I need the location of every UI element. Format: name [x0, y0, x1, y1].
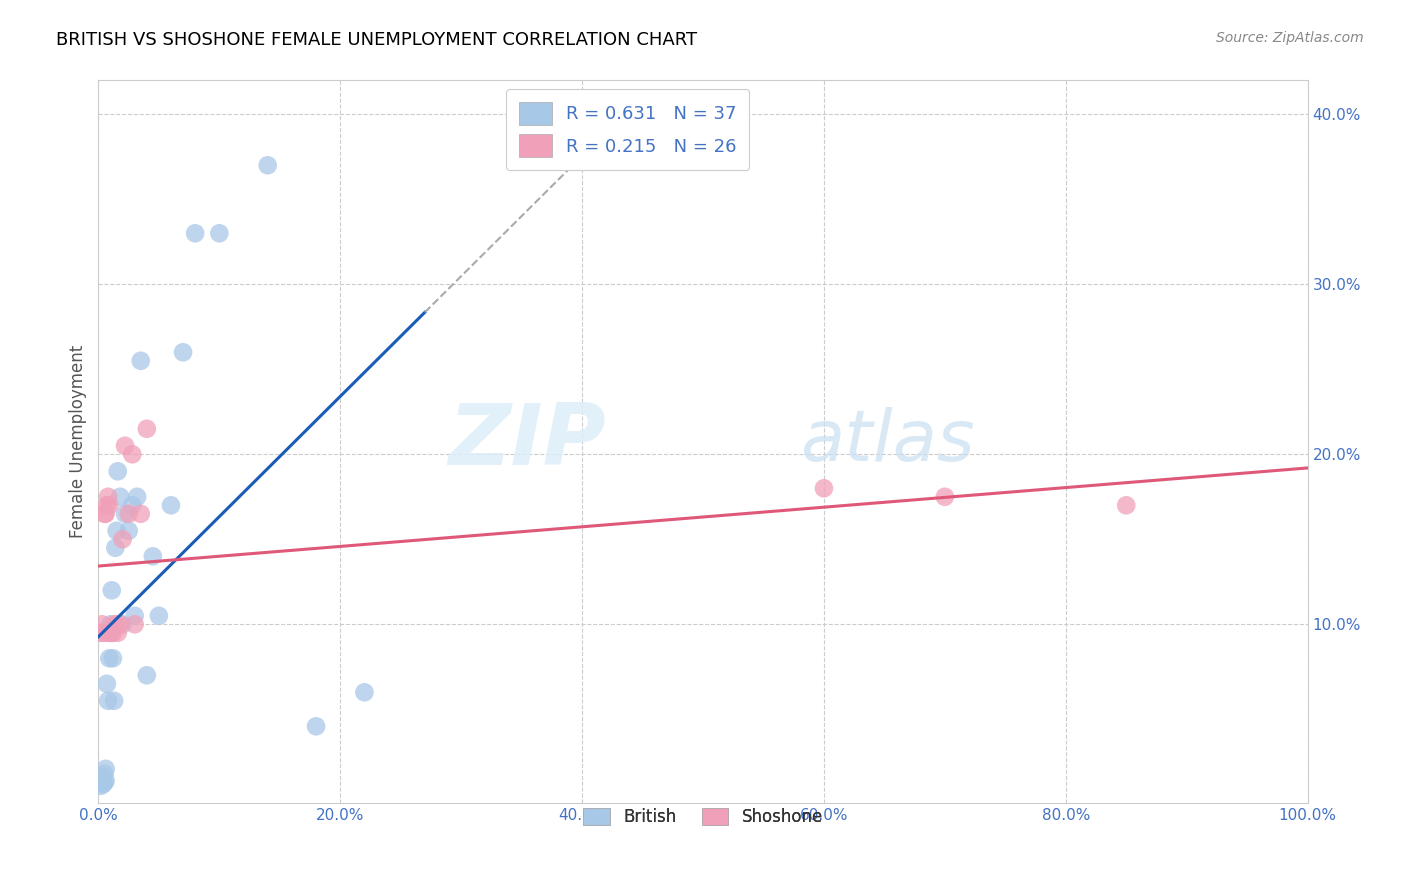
Point [94, 773, 117, 788]
Point [98, 651, 121, 665]
Point [97, 490, 120, 504]
Point [124, 617, 146, 632]
Point [103, 694, 125, 708]
Legend: British, Shoshone: British, Shoshone [575, 799, 831, 834]
Point [114, 439, 136, 453]
Point [100, 617, 122, 632]
Point [91, 770, 114, 784]
Point [135, 422, 157, 436]
Y-axis label: Female Unemployment: Female Unemployment [69, 345, 87, 538]
Text: BRITISH VS SHOSHONE FEMALE UNEMPLOYMENT CORRELATION CHART: BRITISH VS SHOSHONE FEMALE UNEMPLOYMENT … [56, 31, 697, 49]
Point [934, 490, 956, 504]
Point [108, 490, 131, 504]
Point [101, 651, 124, 665]
Point [94, 507, 117, 521]
Point [142, 549, 165, 564]
Point [118, 524, 141, 538]
Point [91, 773, 114, 788]
Point [114, 507, 136, 521]
Point [91, 777, 114, 791]
Point [129, 507, 152, 521]
Point [100, 625, 122, 640]
Text: ZIP: ZIP [449, 400, 606, 483]
Point [103, 617, 125, 632]
Point [118, 507, 141, 521]
Point [98, 625, 121, 640]
Point [91, 617, 114, 632]
Point [105, 524, 128, 538]
Point [127, 490, 149, 504]
Point [96, 677, 118, 691]
Point [121, 447, 143, 461]
Text: Source: ZipAtlas.com: Source: ZipAtlas.com [1216, 31, 1364, 45]
Point [93, 767, 115, 781]
Point [107, 625, 129, 640]
Point [105, 617, 128, 632]
Point [208, 227, 231, 241]
Point [97, 694, 120, 708]
Point [101, 625, 124, 640]
Point [90, 625, 112, 640]
Point [184, 227, 207, 241]
Point [256, 158, 278, 172]
Point [124, 608, 146, 623]
Text: atlas: atlas [800, 407, 974, 476]
Point [100, 625, 122, 640]
Point [129, 353, 152, 368]
Point [135, 668, 157, 682]
Point [172, 345, 194, 359]
Point [305, 719, 328, 733]
Point [148, 608, 170, 623]
Point [96, 498, 118, 512]
Point [121, 498, 143, 512]
Point [90, 779, 112, 793]
Point [104, 541, 127, 555]
Point [813, 481, 835, 495]
Point [98, 498, 121, 512]
Point [353, 685, 375, 699]
Point [94, 762, 117, 776]
Point [108, 617, 131, 632]
Point [111, 533, 134, 547]
Point [1115, 498, 1137, 512]
Point [93, 507, 115, 521]
Point [100, 583, 122, 598]
Point [93, 775, 115, 789]
Point [160, 498, 183, 512]
Point [111, 617, 134, 632]
Point [107, 464, 129, 478]
Point [91, 625, 114, 640]
Point [97, 625, 120, 640]
